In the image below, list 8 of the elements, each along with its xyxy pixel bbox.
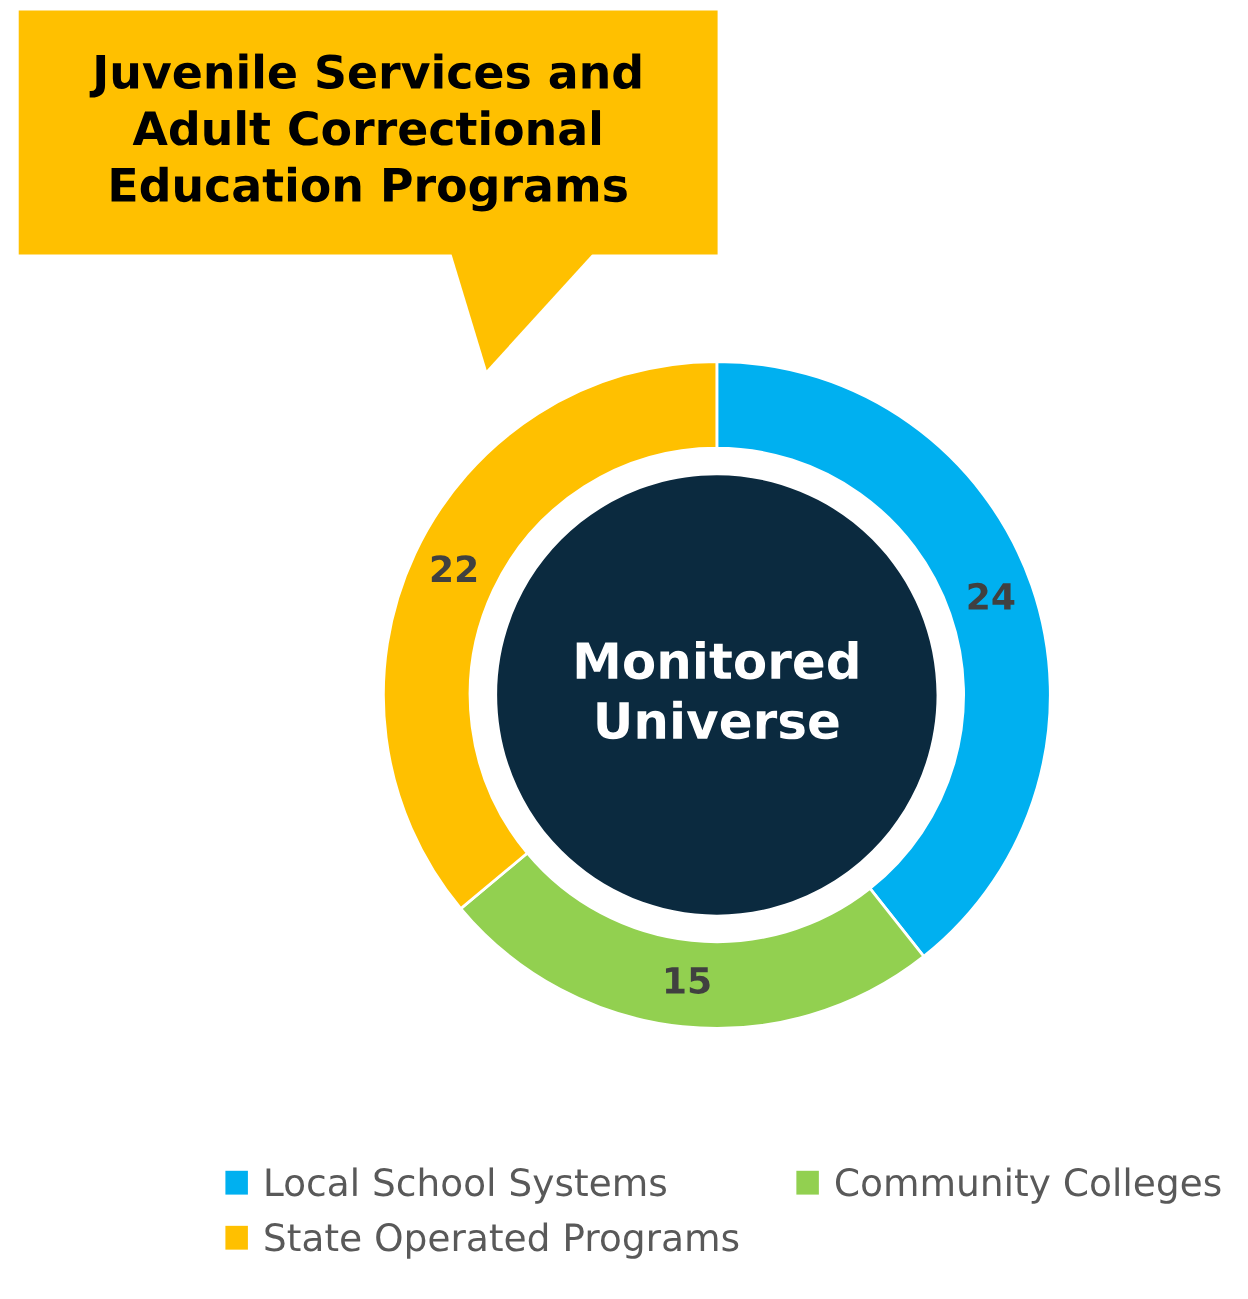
data-label: 22 [431,555,477,582]
data-label: 24 [968,582,1015,610]
data-label: 15 [665,967,710,995]
legend-label: State Operated Programs [265,1222,739,1259]
legend-label: Community Colleges [835,1167,1221,1204]
text: Monitored Universe [576,640,858,740]
text: Juvenile Services and Adult Correctional Education Programs [89,53,641,212]
legend-label: Local School Systems [266,1167,666,1204]
